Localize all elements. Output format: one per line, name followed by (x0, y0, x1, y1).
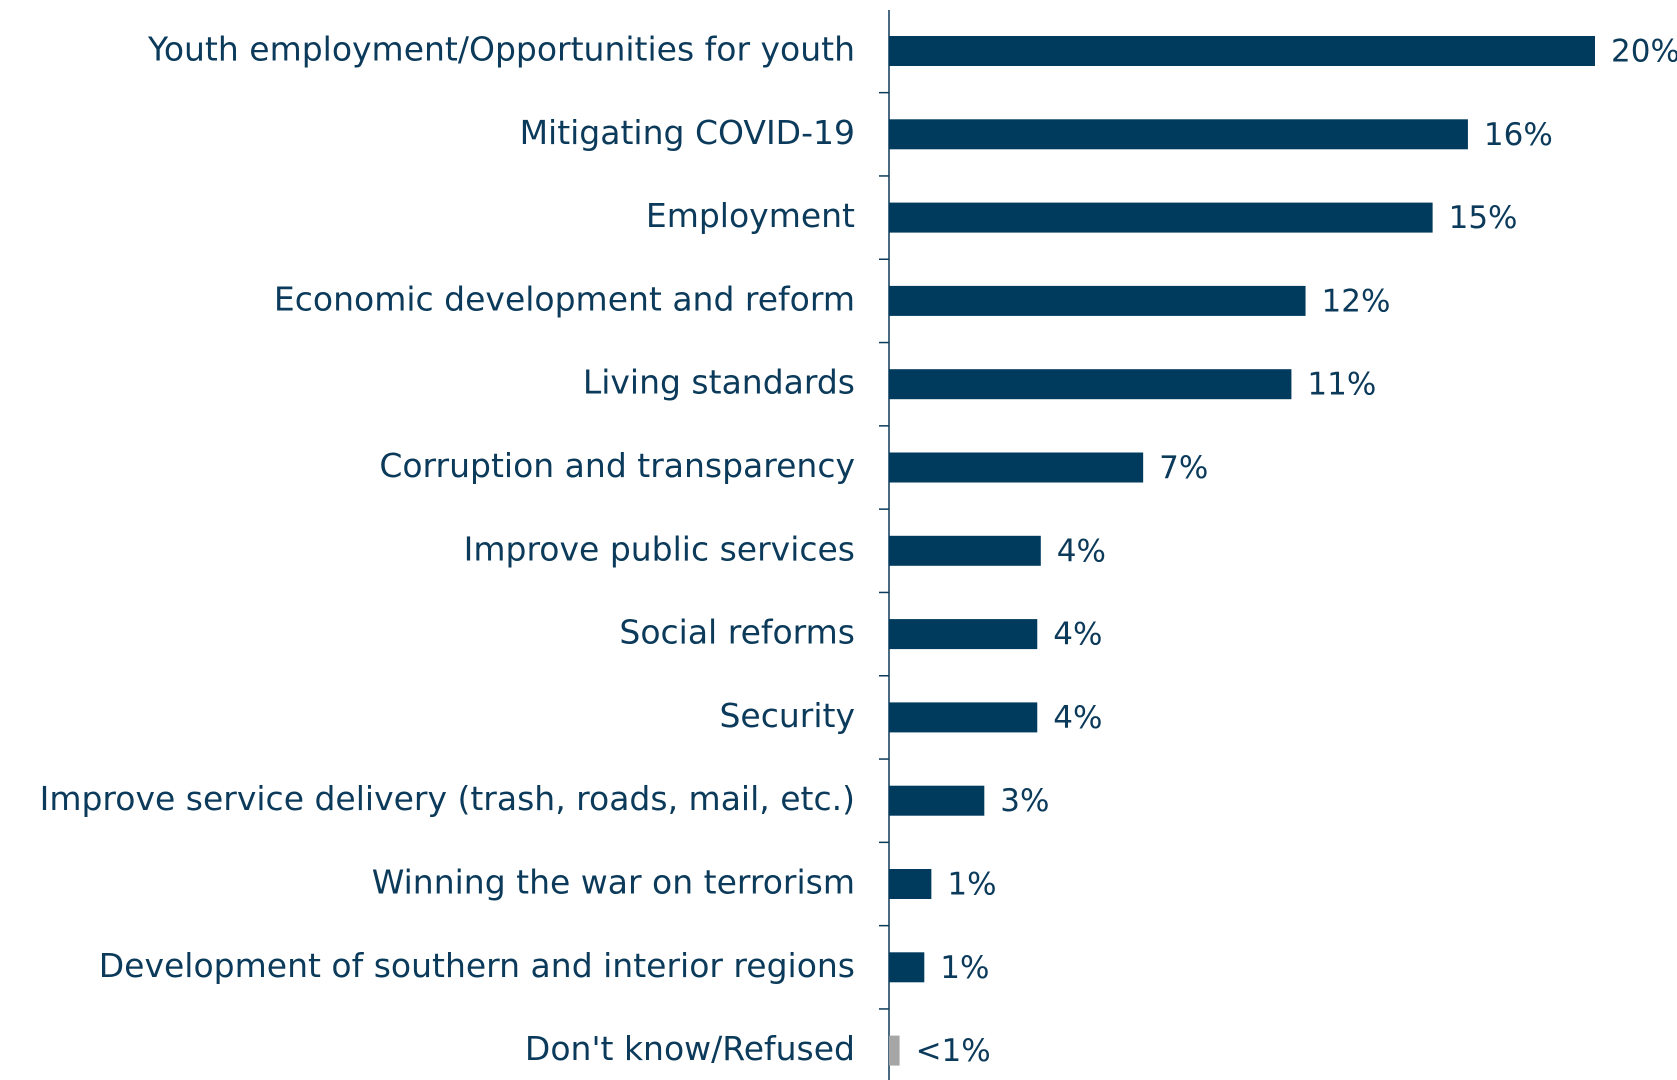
bar (889, 869, 932, 899)
category-label: Living standards (583, 363, 855, 402)
data-label: 11% (1307, 367, 1376, 403)
data-label: 1% (940, 950, 989, 986)
data-label: 16% (1484, 117, 1553, 153)
value-labels-group: 20% 16% 15% 12% 11% 7% 4% 4% 4% 3% 1% 1% <1% (916, 34, 1677, 1070)
bar (889, 369, 1292, 400)
bar (889, 702, 1038, 733)
category-labels-group: Youth employment/Opportunities for youth… (40, 30, 855, 1069)
data-label: 1% (947, 867, 996, 903)
bar (889, 952, 925, 983)
category-label: Development of southern and interior reg… (99, 946, 855, 985)
bar (889, 785, 985, 816)
data-label: 12% (1322, 283, 1391, 319)
category-label: Employment (646, 196, 855, 235)
data-label: <1% (916, 1033, 991, 1069)
category-label: Winning the war on terrorism (372, 863, 855, 902)
data-label: 4% (1053, 700, 1102, 736)
category-label: Don't know/Refused (525, 1029, 855, 1068)
category-label: Improve public services (464, 529, 855, 568)
bar (889, 36, 1595, 66)
category-label: Mitigating COVID-19 (520, 113, 855, 152)
bar (889, 119, 1468, 150)
category-label: Economic development and reform (274, 279, 855, 318)
data-label: 4% (1053, 617, 1102, 653)
category-label: Security (719, 696, 855, 735)
data-label: 20% (1611, 34, 1677, 70)
data-label: 3% (1000, 783, 1049, 819)
category-label: Youth employment/Opportunities for youth (147, 30, 855, 69)
data-label: 15% (1449, 200, 1518, 236)
category-label: Social reforms (619, 613, 855, 652)
bars-group (889, 36, 1595, 1066)
bar (889, 285, 1306, 316)
data-label: 7% (1159, 450, 1208, 486)
bar (889, 1035, 900, 1066)
bar (889, 619, 1038, 650)
bar (889, 202, 1433, 233)
data-label: 4% (1057, 533, 1106, 569)
category-label: Improve service delivery (trash, roads, … (40, 779, 855, 818)
y-axis-group (879, 10, 890, 1080)
bar (889, 452, 1144, 483)
bar (889, 535, 1041, 566)
category-label: Corruption and transparency (379, 446, 855, 485)
